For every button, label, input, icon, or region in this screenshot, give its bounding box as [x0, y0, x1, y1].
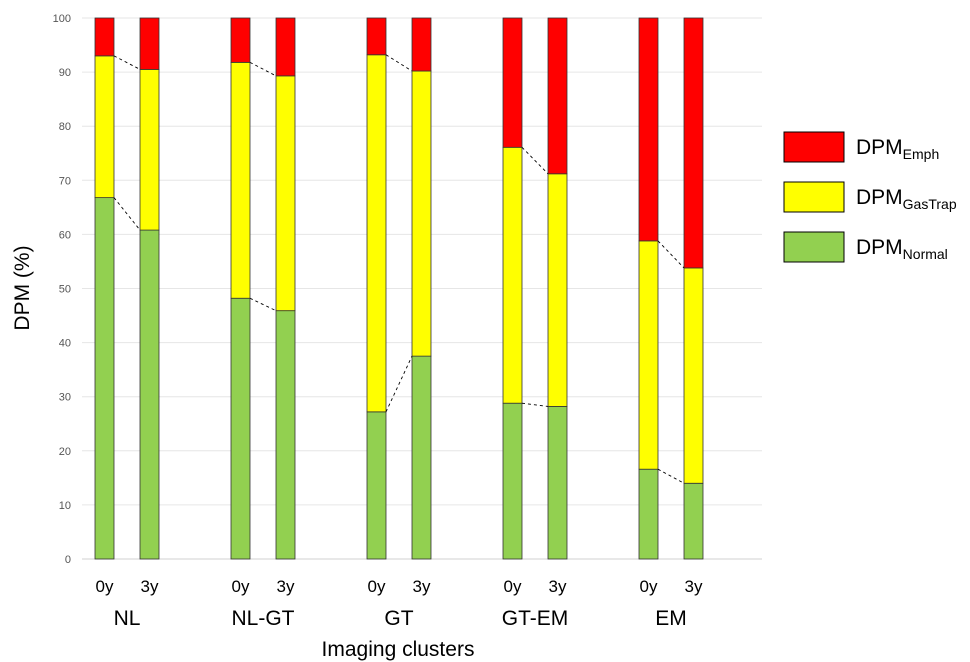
bar-segment-emph — [547, 17, 568, 175]
legend-label-gastrap: DPMGasTrap — [856, 186, 957, 212]
bar-segment-normal — [411, 355, 432, 560]
y-tick-label: 0 — [65, 554, 71, 566]
connector-line — [249, 297, 277, 312]
bar-segment-gastrap — [139, 68, 160, 231]
y-axis-title: DPM (%) — [11, 245, 34, 330]
group-label: NL-GT — [232, 607, 295, 630]
connector-line — [521, 146, 549, 175]
y-tick-label: 50 — [59, 284, 71, 296]
bar-segment-gastrap — [366, 54, 387, 413]
bar-segment-normal — [502, 402, 523, 560]
connector-line — [657, 240, 685, 269]
group-label: NL — [114, 607, 141, 630]
y-tick-label: 60 — [59, 229, 71, 241]
y-tick-label: 100 — [53, 13, 71, 25]
bar-segment-emph — [366, 17, 387, 56]
bar-segment-gastrap — [94, 55, 115, 199]
bar-segment-gastrap — [275, 75, 296, 312]
connector-line — [249, 61, 277, 77]
bar-label: 3y — [413, 577, 431, 596]
y-tick-label: 10 — [59, 500, 71, 512]
bar-segment-gastrap — [411, 70, 432, 357]
y-axis-ticks: 0 10 20 30 40 50 60 70 80 90 100 — [53, 13, 71, 566]
connector-line — [657, 468, 685, 484]
bar-segment-gastrap — [502, 146, 523, 404]
y-tick-label: 40 — [59, 338, 71, 350]
bar-segment-normal — [547, 406, 568, 560]
bar-segment-emph — [638, 17, 659, 242]
bar-segment-gastrap — [638, 240, 659, 470]
bar-label: 0y — [232, 577, 250, 596]
legend-label-normal: DPMNormal — [856, 236, 948, 262]
bar-segment-normal — [683, 482, 704, 560]
group-label: GT-EM — [502, 607, 569, 630]
bar-segment-emph — [230, 17, 251, 63]
bar-label: 0y — [368, 577, 386, 596]
bar-segment-emph — [139, 17, 160, 70]
connector-line — [113, 55, 141, 70]
legend-label-emph: DPMEmph — [856, 136, 939, 162]
bar-label: 3y — [141, 577, 159, 596]
legend: DPMEmph DPMGasTrap DPMNormal — [783, 131, 957, 263]
bar-segment-gastrap — [683, 267, 704, 484]
bar-label: 3y — [277, 577, 295, 596]
bar-segment-gastrap — [230, 61, 251, 299]
y-tick-label: 90 — [59, 67, 71, 79]
group-label: GT — [384, 607, 413, 630]
bar-segment-emph — [502, 17, 523, 148]
connector-lines — [113, 54, 685, 484]
legend-swatch-normal — [783, 231, 845, 263]
y-tick-label: 70 — [59, 175, 71, 187]
legend-swatch-gastrap — [783, 181, 845, 213]
bar-segment-emph — [275, 17, 296, 77]
bar-segment-normal — [638, 468, 659, 560]
bar-segment-gastrap — [547, 173, 568, 407]
y-tick-label: 30 — [59, 392, 71, 404]
connector-line — [521, 402, 549, 407]
bar-label: 0y — [640, 577, 658, 596]
bar-label: 0y — [504, 577, 522, 596]
bar-segment-emph — [411, 17, 432, 72]
bar-segment-normal — [94, 197, 115, 560]
connector-line — [385, 54, 413, 72]
group-label: EM — [655, 607, 687, 630]
x-axis-title: Imaging clusters — [322, 638, 475, 661]
bar-segment-normal — [139, 229, 160, 560]
bars — [94, 17, 704, 560]
bar-segment-emph — [683, 17, 704, 269]
legend-swatch-emph — [783, 131, 845, 163]
connector-line — [113, 197, 141, 231]
bar-segment-emph — [94, 17, 115, 57]
bar-label: 3y — [549, 577, 567, 596]
bar-segment-normal — [366, 411, 387, 560]
y-tick-label: 80 — [59, 121, 71, 133]
bar-label: 0y — [96, 577, 114, 596]
bar-segment-normal — [275, 310, 296, 560]
bar-segment-normal — [230, 297, 251, 560]
bar-label: 3y — [685, 577, 703, 596]
y-tick-label: 20 — [59, 446, 71, 458]
connector-line — [385, 355, 413, 413]
